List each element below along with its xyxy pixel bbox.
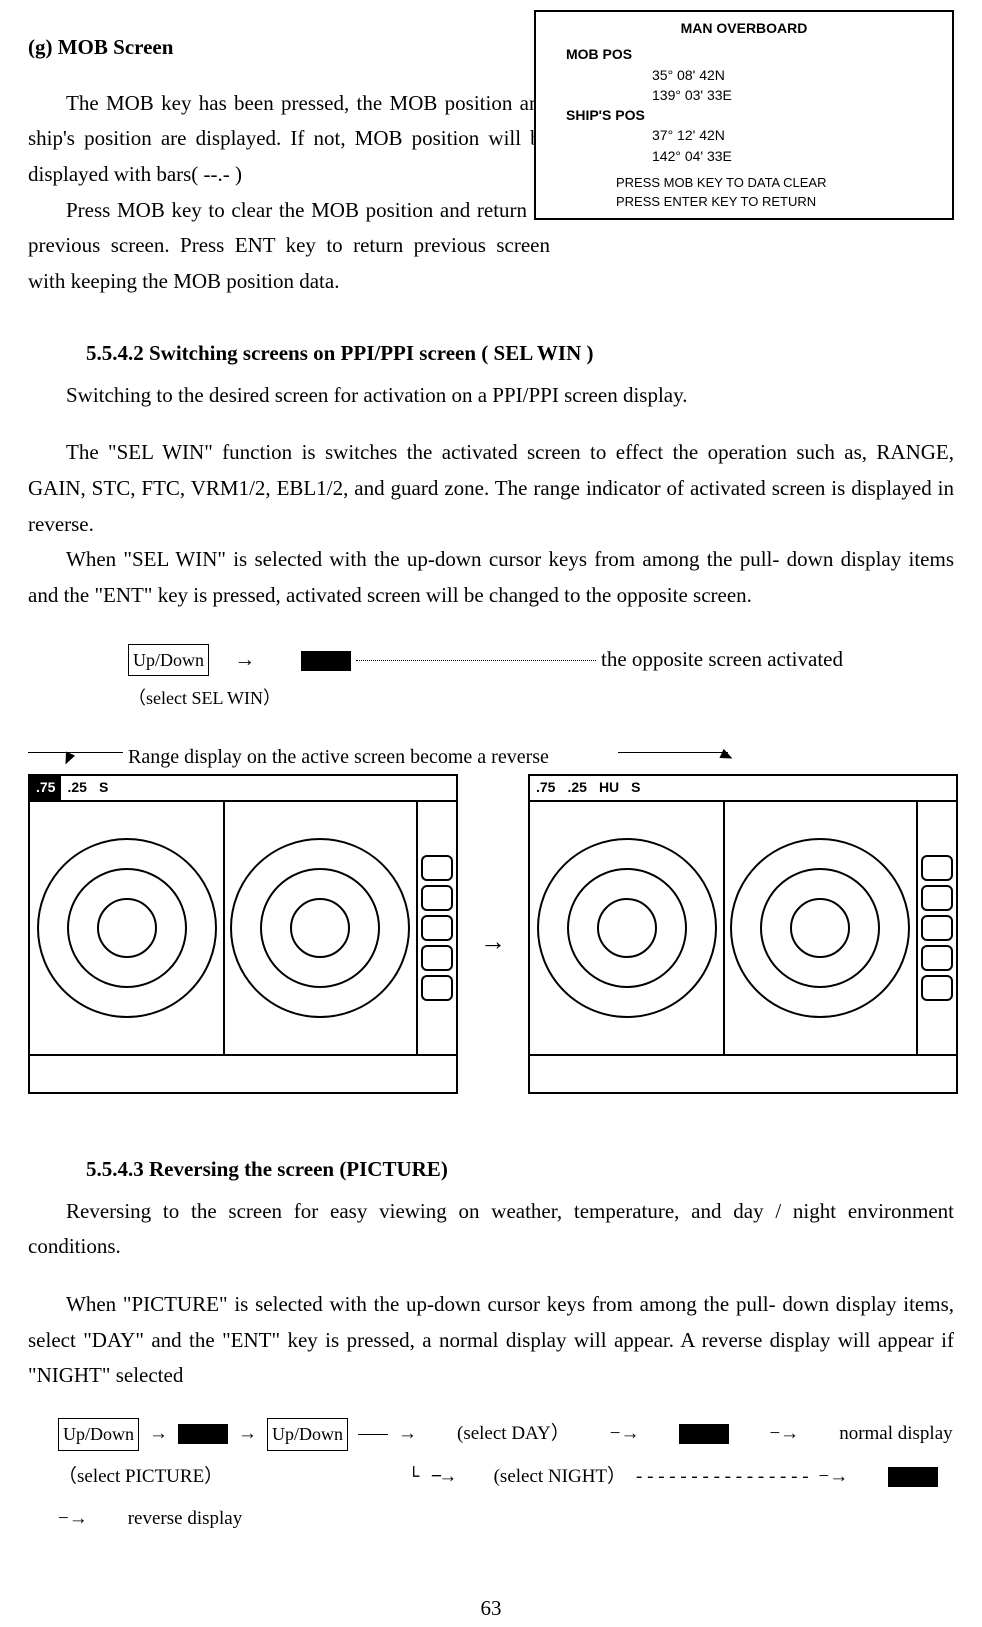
mob-overboard-box: MAN OVERBOARD MOB POS 35° 08' 42N 139° 0… xyxy=(534,10,954,220)
ppi-right-range2: .25 xyxy=(561,776,592,800)
softkey[interactable] xyxy=(921,855,953,881)
reverse-display: reverse display xyxy=(128,1503,242,1535)
section-5543-title: 5.5.4.3 Reversing the screen (PICTURE) xyxy=(28,1152,954,1188)
picture-flow: Up/Down → → Up/Down → (select DAY） −→ −→… xyxy=(58,1418,954,1535)
sel-win-flow: Up/Down → the opposite screen activated xyxy=(128,642,954,678)
softkey[interactable] xyxy=(921,885,953,911)
select-night: (select NIGHT） xyxy=(494,1461,626,1493)
page-number: 63 xyxy=(28,1591,954,1627)
ent-key-icon xyxy=(679,1424,729,1444)
section-5543-p2: When "PICTURE" is selected with the up-d… xyxy=(28,1287,954,1394)
softkey[interactable] xyxy=(921,975,953,1001)
updown-key: Up/Down xyxy=(267,1418,348,1451)
section-g-p2: Press MOB key to clear the MOB position … xyxy=(28,193,550,300)
arrow-right-icon xyxy=(719,749,734,763)
mob-lon: 139° 03' 33E xyxy=(546,85,942,105)
mob-lat: 35° 08' 42N xyxy=(546,65,942,85)
mob-pos-label: MOB POS xyxy=(546,44,942,64)
select-picture-sub: （select PICTURE） xyxy=(58,1461,398,1493)
flow1-sub: （select SEL WIN） xyxy=(128,683,954,714)
updown-key: Up/Down xyxy=(128,644,209,677)
ppi-left-range-active: .75 xyxy=(30,776,61,800)
ppi-left-range2: .25 xyxy=(61,776,92,800)
softkey[interactable] xyxy=(421,915,453,941)
arrow-icon: → xyxy=(234,647,255,671)
ship-lon: 142° 04' 33E xyxy=(546,146,942,166)
softkey[interactable] xyxy=(421,855,453,881)
section-5542-title: 5.5.4.2 Switching screens on PPI/PPI scr… xyxy=(28,336,954,372)
section-5543-p1: Reversing to the screen for easy viewing… xyxy=(28,1194,954,1265)
softkey[interactable] xyxy=(921,945,953,971)
section-5542-p3: When "SEL WIN" is selected with the up-d… xyxy=(28,542,954,613)
updown-key: Up/Down xyxy=(58,1418,139,1451)
ent-key-icon xyxy=(178,1424,228,1444)
ppi-diagram: Range display on the active screen becom… xyxy=(28,740,958,1116)
softkey-column xyxy=(416,802,456,1054)
ship-lat: 37° 12' 42N xyxy=(546,125,942,145)
softkey-column xyxy=(916,802,956,1054)
ppi-screen-right: .75 .25 HU S xyxy=(528,774,958,1094)
section-5542-p2: The "SEL WIN" function is switches the a… xyxy=(28,435,954,542)
ppi-screen-left: .75 .25 S xyxy=(28,774,458,1094)
section-5542-p1: Switching to the desired screen for acti… xyxy=(28,378,954,414)
select-day: (select DAY） xyxy=(457,1418,570,1450)
softkey[interactable] xyxy=(921,915,953,941)
section-g-p1: The MOB key has been pressed, the MOB po… xyxy=(28,86,550,193)
ent-key-icon xyxy=(888,1467,938,1487)
ppi-right-hu: HU xyxy=(593,776,625,800)
ship-pos-label: SHIP'S POS xyxy=(546,105,942,125)
softkey[interactable] xyxy=(421,885,453,911)
mob-footer2: PRESS ENTER KEY TO RETURN xyxy=(546,193,942,212)
mob-title: MAN OVERBOARD xyxy=(546,18,942,38)
ppi-right-range1: .75 xyxy=(530,776,561,800)
normal-display: normal display xyxy=(839,1418,952,1450)
softkey[interactable] xyxy=(421,945,453,971)
flow1-result: the opposite screen activated xyxy=(601,647,843,671)
softkey[interactable] xyxy=(421,975,453,1001)
ppi-left-s: S xyxy=(93,776,143,800)
ent-key-icon xyxy=(301,651,351,671)
arrow-down-left-icon xyxy=(61,751,75,766)
mob-footer1: PRESS MOB KEY TO DATA CLEAR xyxy=(546,174,942,193)
arrow-right-icon: → xyxy=(480,920,506,964)
range-label: Range display on the active screen becom… xyxy=(128,740,549,774)
ppi-right-s: S xyxy=(625,776,655,800)
